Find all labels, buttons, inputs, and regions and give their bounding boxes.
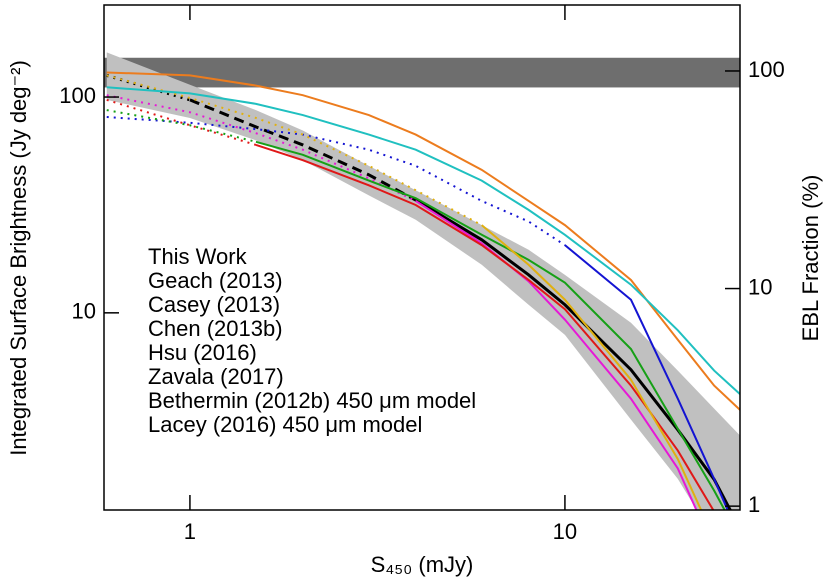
series-line bbox=[106, 109, 257, 143]
series-line bbox=[255, 140, 726, 510]
y2-axis-label: EBL Fraction (%) bbox=[798, 175, 823, 342]
y-tick-label: 10 bbox=[72, 299, 96, 324]
y2-tick-label: 10 bbox=[748, 274, 772, 299]
y-axis-label: Integrated Surface Brightness (Jy deg⁻²) bbox=[6, 60, 31, 456]
legend-label: Geach (2013) bbox=[148, 268, 283, 293]
series-line bbox=[106, 98, 257, 146]
series-line bbox=[481, 224, 703, 510]
legend-label: Lacey (2016) 450 μm model bbox=[148, 412, 422, 437]
series-line bbox=[106, 86, 740, 395]
legend-label: Zavala (2017) bbox=[148, 364, 284, 389]
series-line bbox=[106, 71, 740, 411]
x-axis-label: S₄₅₀ (mJy) bbox=[371, 552, 474, 577]
y2-tick-label: 1 bbox=[748, 492, 760, 517]
plot-area bbox=[104, 52, 740, 510]
series-line bbox=[106, 94, 417, 202]
legend-label: Bethermin (2012b) 450 μm model bbox=[148, 388, 476, 413]
series-line bbox=[106, 74, 483, 226]
series-line bbox=[415, 200, 698, 510]
ebl-band bbox=[104, 57, 740, 88]
x-tick-label: 10 bbox=[553, 519, 577, 544]
axes-frame bbox=[103, 4, 741, 511]
series-line bbox=[255, 143, 715, 510]
y2-tick-label: 100 bbox=[748, 57, 785, 82]
legend-label: Hsu (2016) bbox=[148, 340, 257, 365]
legend-label: Casey (2013) bbox=[148, 292, 280, 317]
series-line bbox=[189, 98, 417, 202]
y-tick-label: 100 bbox=[59, 83, 96, 108]
legend-label: This Work bbox=[148, 244, 248, 269]
series-line bbox=[106, 116, 566, 246]
legend-label: Chen (2013b) bbox=[148, 316, 283, 341]
uncertainty-band bbox=[106, 52, 740, 510]
x-tick-label: 1 bbox=[184, 519, 196, 544]
series-line bbox=[564, 244, 729, 510]
series-line bbox=[414, 198, 732, 510]
